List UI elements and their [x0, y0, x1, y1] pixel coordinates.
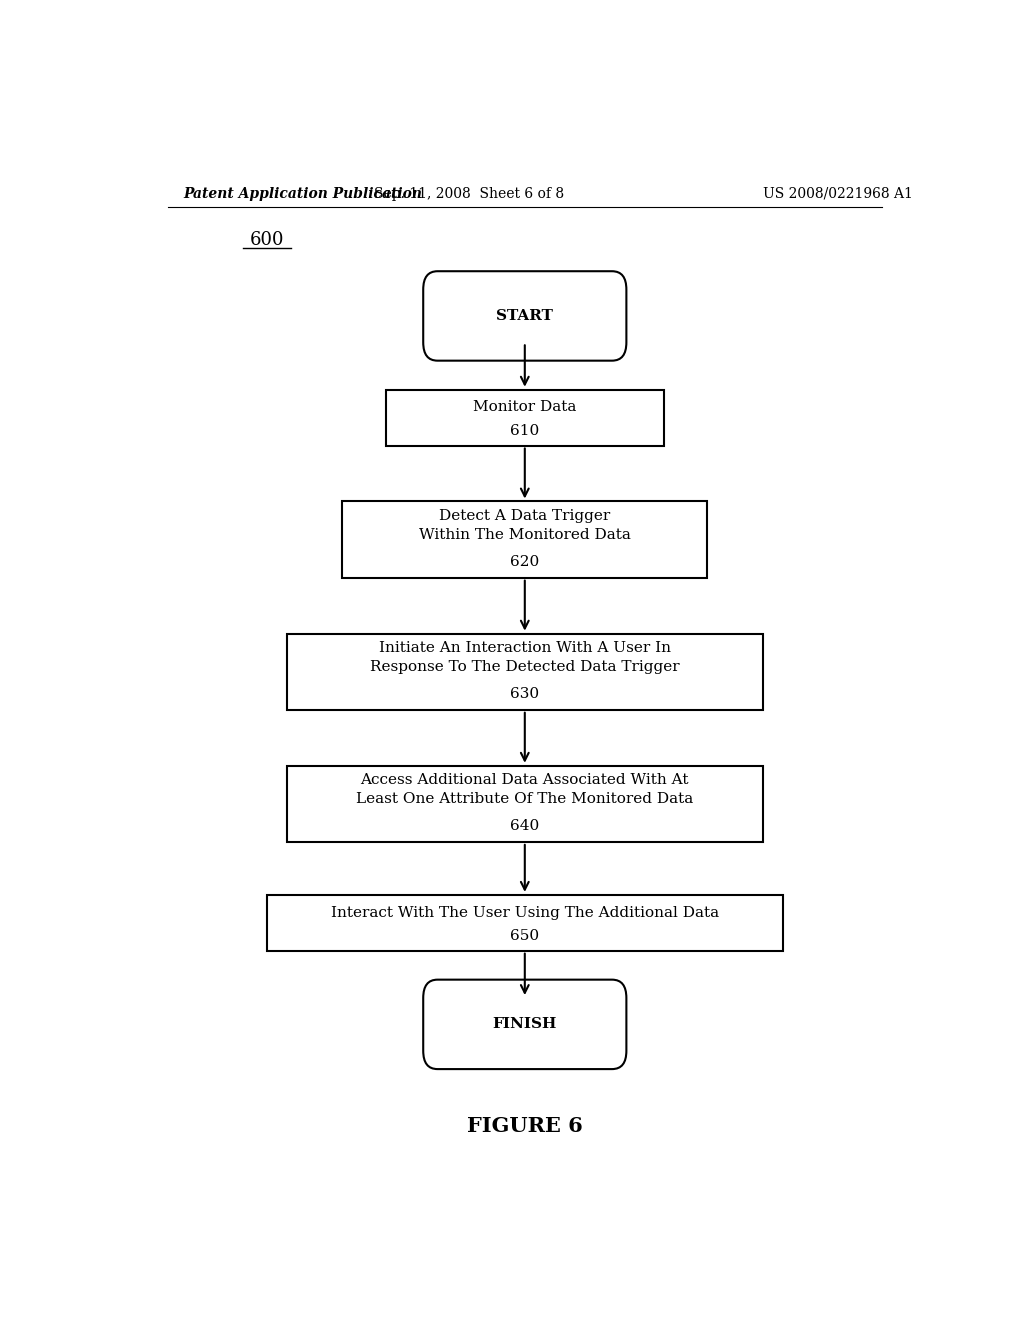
Text: 640: 640: [510, 820, 540, 833]
Text: Patent Application Publication: Patent Application Publication: [183, 187, 423, 201]
Text: FINISH: FINISH: [493, 1018, 557, 1031]
Text: Interact With The User Using The Additional Data: Interact With The User Using The Additio…: [331, 906, 719, 920]
Text: 650: 650: [510, 929, 540, 942]
Text: Initiate An Interaction With A User In
Response To The Detected Data Trigger: Initiate An Interaction With A User In R…: [370, 640, 680, 675]
FancyBboxPatch shape: [423, 271, 627, 360]
Text: Monitor Data: Monitor Data: [473, 400, 577, 414]
Bar: [342, 502, 708, 578]
Text: 630: 630: [510, 686, 540, 701]
Bar: [267, 895, 782, 950]
Text: 600: 600: [250, 231, 284, 248]
Text: FIGURE 6: FIGURE 6: [467, 1115, 583, 1137]
Text: Sep. 11, 2008  Sheet 6 of 8: Sep. 11, 2008 Sheet 6 of 8: [374, 187, 564, 201]
Bar: [287, 634, 763, 710]
Text: START: START: [497, 309, 553, 323]
Text: Detect A Data Trigger
Within The Monitored Data: Detect A Data Trigger Within The Monitor…: [419, 508, 631, 543]
Text: US 2008/0221968 A1: US 2008/0221968 A1: [763, 187, 912, 201]
Text: Access Additional Data Associated With At
Least One Attribute Of The Monitored D: Access Additional Data Associated With A…: [356, 772, 693, 807]
Bar: [386, 389, 664, 446]
Text: 620: 620: [510, 554, 540, 569]
FancyBboxPatch shape: [423, 979, 627, 1069]
Text: 610: 610: [510, 424, 540, 438]
Bar: [287, 766, 763, 842]
